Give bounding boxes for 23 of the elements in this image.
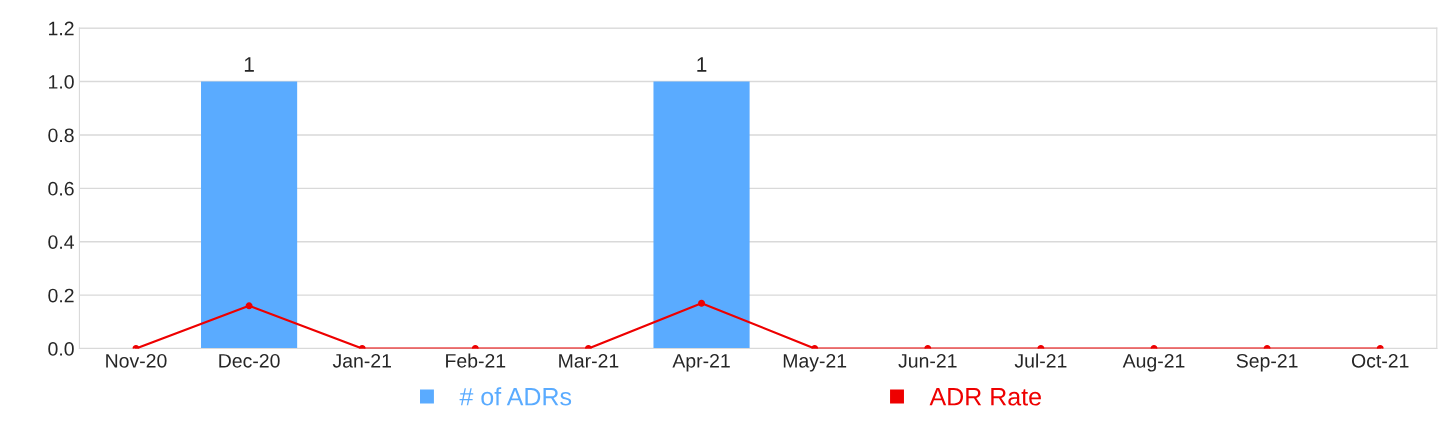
x-tick-label: Sep-21	[1236, 353, 1298, 372]
x-tick-label: Oct-21	[1351, 353, 1409, 368]
x-tick-label: Mar-21	[559, 353, 619, 368]
x-tick-label: Feb-21	[446, 353, 506, 368]
x-tick-label: Jan-21	[332, 353, 391, 368]
x-tick-label: Nov-20	[106, 353, 167, 368]
x-tick-label: Jun-21	[898, 353, 957, 368]
legend-label: ADR Rate	[929, 388, 1041, 406]
x-tick-label: May-21	[783, 353, 847, 372]
x-tick-label: Dec-20	[219, 353, 280, 368]
y-tick-label: 1.2	[49, 21, 74, 36]
y-tick-label: 0.8	[48, 128, 74, 143]
y-tick-label: 1.0	[49, 75, 74, 89]
x-tick-label: Apr-21	[672, 353, 730, 372]
y-tick-label: 0.6	[48, 181, 74, 196]
data-label: 1	[697, 57, 707, 72]
x-tick-label: Jul-21	[1014, 353, 1067, 368]
x-tick-label: Aug-21	[1122, 353, 1185, 372]
y-tick-label: 0.0	[48, 342, 74, 356]
legend-label: # of ADRs	[459, 387, 572, 406]
data-label: 1	[244, 57, 254, 72]
y-tick-label: 0.2	[48, 288, 74, 303]
y-tick-label: 0.4	[48, 235, 74, 249]
